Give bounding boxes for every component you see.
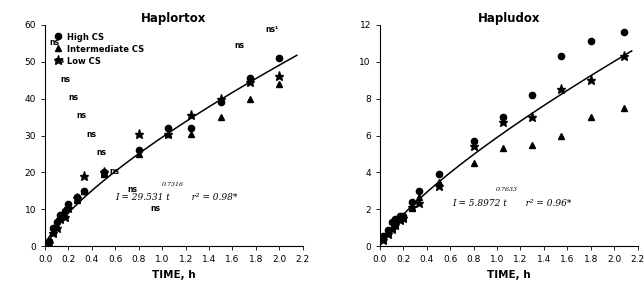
Text: ns¹: ns¹ xyxy=(265,25,279,34)
Text: r² = 0.96*: r² = 0.96* xyxy=(517,199,571,208)
Text: ns: ns xyxy=(61,75,70,83)
Text: I = 5.8972 t: I = 5.8972 t xyxy=(453,199,507,208)
Text: r² = 0.98*: r² = 0.98* xyxy=(184,193,238,202)
X-axis label: TIME, h: TIME, h xyxy=(152,270,196,280)
Title: Hapludox: Hapludox xyxy=(477,12,540,25)
Text: ns: ns xyxy=(50,38,60,47)
Text: ns: ns xyxy=(68,93,79,102)
Legend: High CS, Intermediate CS, Low CS: High CS, Intermediate CS, Low CS xyxy=(52,31,146,67)
X-axis label: TIME, h: TIME, h xyxy=(487,270,531,280)
Text: ns: ns xyxy=(127,185,137,194)
Text: ns: ns xyxy=(86,130,96,139)
Text: 0.7316: 0.7316 xyxy=(162,181,184,187)
Text: I = 29.531 t: I = 29.531 t xyxy=(115,193,170,202)
Title: Haplortox: Haplortox xyxy=(141,12,207,25)
Text: 0.7633: 0.7633 xyxy=(496,187,518,192)
Text: ns: ns xyxy=(77,111,87,120)
Text: ns: ns xyxy=(97,148,107,157)
Text: ns: ns xyxy=(109,167,120,176)
Text: ns: ns xyxy=(151,204,160,213)
Text: ns: ns xyxy=(55,56,64,65)
Text: ns: ns xyxy=(235,41,245,50)
